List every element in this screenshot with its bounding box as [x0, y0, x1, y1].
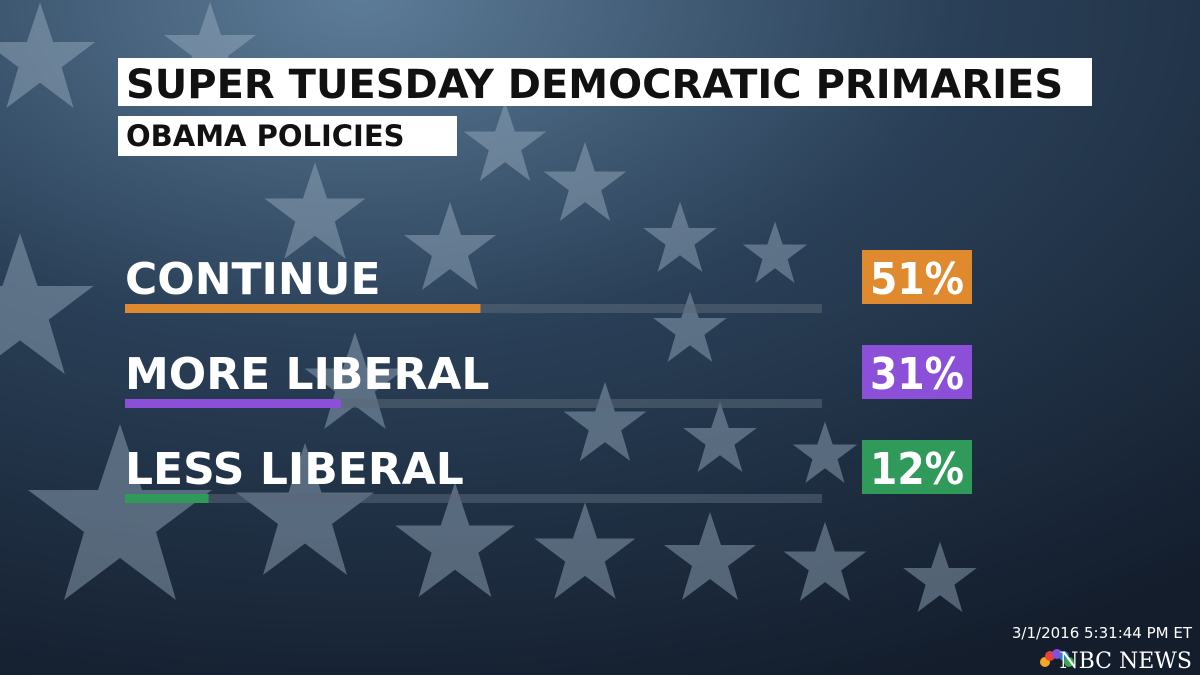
- value-box: [862, 345, 972, 399]
- chart-subtitle: OBAMA POLICIES: [126, 119, 405, 153]
- bar-track: [125, 494, 822, 503]
- chart-title: SUPER TUESDAY DEMOCRATIC PRIMARIES: [126, 62, 1063, 108]
- bar-track: [125, 399, 822, 408]
- timestamp: 3/1/2016 5:31:44 PM ET: [1012, 624, 1193, 642]
- value-box: [862, 440, 972, 494]
- category-label: MORE LIBERAL: [125, 349, 489, 400]
- category-label: LESS LIBERAL: [125, 444, 464, 495]
- bar: [125, 494, 209, 503]
- value-label: 51%: [870, 254, 964, 305]
- bar: [125, 304, 481, 313]
- network-logo: [1040, 649, 1074, 667]
- category-label: CONTINUE: [125, 254, 381, 305]
- network-name: NBC NEWS: [1059, 649, 1192, 674]
- title-box: [118, 58, 1092, 106]
- subtitle-box: [118, 116, 457, 156]
- value-box: [862, 250, 972, 304]
- bar: [125, 399, 342, 408]
- value-label: 31%: [870, 349, 964, 400]
- value-label: 12%: [870, 444, 964, 495]
